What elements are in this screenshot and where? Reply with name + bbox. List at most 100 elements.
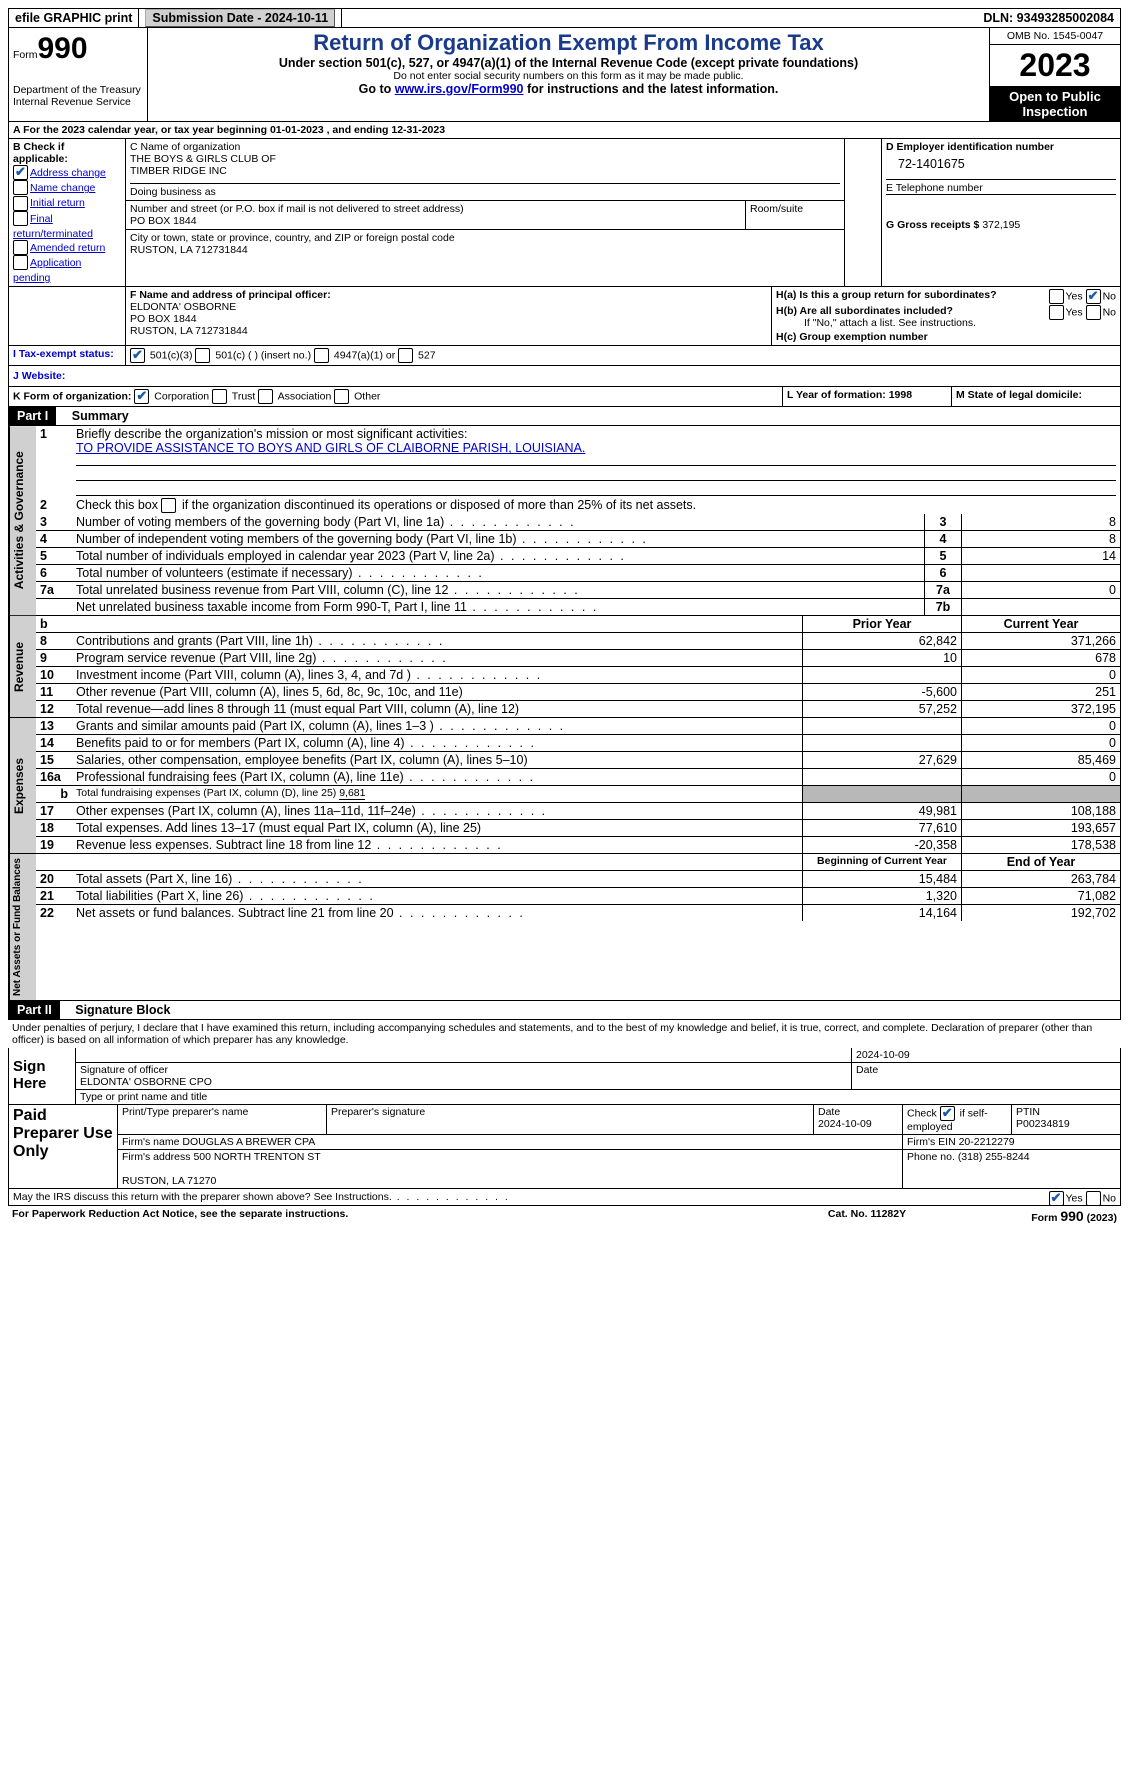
ha-label: H(a) Is this a group return for subordin…: [776, 289, 997, 301]
l-year: L Year of formation: 1998: [787, 389, 912, 401]
name-change[interactable]: Name change: [30, 182, 95, 194]
org-city: RUSTON, LA 712731844: [130, 244, 248, 256]
ha-yes-checkbox[interactable]: [1049, 289, 1064, 304]
501c3-checkbox[interactable]: [130, 348, 145, 363]
row3-box: 3: [925, 514, 962, 531]
e19-p: -20,358: [803, 837, 962, 854]
501c-checkbox[interactable]: [195, 348, 210, 363]
e16b-gray2: [962, 786, 1121, 803]
r9-c: 678: [962, 650, 1121, 667]
may-irs-yes-checkbox[interactable]: [1049, 1191, 1064, 1206]
other-checkbox[interactable]: [334, 389, 349, 404]
n21-c: 71,082: [962, 888, 1121, 905]
phone-no: (318) 255-8244: [958, 1151, 1030, 1163]
e17-c: 108,188: [962, 803, 1121, 820]
row4-text: Number of independent voting members of …: [72, 531, 925, 548]
row7a-box: 7a: [925, 582, 962, 599]
row5-box: 5: [925, 548, 962, 565]
exp-vlabel: Expenses: [9, 718, 36, 853]
e19-t: Revenue less expenses. Subtract line 18 …: [72, 837, 803, 854]
form-label: Form: [13, 49, 38, 61]
goto-post: for instructions and the latest informat…: [523, 82, 778, 96]
r9-n: 9: [36, 650, 72, 667]
opt-527: 527: [418, 350, 436, 362]
address-change-checkbox[interactable]: [13, 165, 28, 180]
i-label: I Tax-exempt status:: [9, 346, 126, 365]
dept-treasury: Department of the Treasury Internal Reve…: [13, 84, 143, 108]
e16b-gray1: [803, 786, 962, 803]
e19-n: 19: [36, 837, 72, 854]
q2-checkbox[interactable]: [161, 498, 176, 513]
e15-p: 27,629: [803, 752, 962, 769]
ha-no-checkbox[interactable]: [1086, 289, 1101, 304]
open-inspection: Open to Public Inspection: [990, 87, 1120, 121]
officer-label: F Name and address of principal officer:: [130, 289, 331, 301]
r8-p: 62,842: [803, 633, 962, 650]
prep-date: 2024-10-09: [818, 1118, 872, 1130]
opt-501c: 501(c) ( ) (insert no.): [215, 350, 311, 362]
e16a-c: 0: [962, 769, 1121, 786]
c-name-label: C Name of organization: [130, 141, 840, 153]
row6-text: Total number of volunteers (estimate if …: [72, 565, 925, 582]
e14-n: 14: [36, 735, 72, 752]
yes-label-2: Yes: [1066, 307, 1083, 319]
e16a-p: [803, 769, 962, 786]
self-employed-cell: Check if self-employed: [903, 1105, 1012, 1135]
corp-checkbox[interactable]: [134, 389, 149, 404]
date-label: Date: [852, 1063, 1121, 1090]
firm-ein: 20-2212279: [959, 1136, 1015, 1148]
amended-return-checkbox[interactable]: [13, 240, 28, 255]
part1-revenue: Revenue bPrior YearCurrent Year 8Contrib…: [8, 616, 1121, 718]
opt-501c3: 501(c)(3): [150, 350, 193, 362]
e15-n: 15: [36, 752, 72, 769]
m-state: M State of legal domicile:: [956, 389, 1082, 401]
org-address: PO BOX 1844: [130, 215, 197, 227]
efile-label: efile GRAPHIC print: [9, 9, 139, 27]
n20-n: 20: [36, 871, 72, 888]
may-irs-no-checkbox[interactable]: [1086, 1191, 1101, 1206]
r8-n: 8: [36, 633, 72, 650]
final-return-checkbox[interactable]: [13, 211, 28, 226]
sign-here-block: Sign Here 2024-10-09 Signature of office…: [8, 1048, 1121, 1105]
org-name: THE BOYS & GIRLS CLUB OF TIMBER RIDGE IN…: [130, 153, 840, 177]
self-employed-checkbox[interactable]: [940, 1106, 955, 1121]
firm-name-label: Firm's name: [122, 1136, 179, 1148]
ein-label: D Employer identification number: [886, 141, 1116, 153]
e14-t: Benefits paid to or for members (Part IX…: [72, 735, 803, 752]
row7a-val: 0: [962, 582, 1121, 599]
entity-block: B Check if applicable: Address change Na…: [8, 139, 1121, 287]
prep-name-label: Print/Type preparer's name: [118, 1105, 327, 1135]
yes-label: Yes: [1066, 291, 1083, 303]
may-irs-row: May the IRS discuss this return with the…: [8, 1189, 1121, 1206]
row6-val: [962, 565, 1121, 582]
4947-checkbox[interactable]: [314, 348, 329, 363]
e18-t: Total expenses. Add lines 13–17 (must eq…: [72, 820, 803, 837]
e13-n: 13: [36, 718, 72, 735]
hb-no-checkbox[interactable]: [1086, 305, 1101, 320]
name-change-checkbox[interactable]: [13, 180, 28, 195]
initial-return[interactable]: Initial return: [30, 197, 85, 209]
r12-p: 57,252: [803, 701, 962, 718]
n22-n: 22: [36, 905, 72, 922]
527-checkbox[interactable]: [398, 348, 413, 363]
submission-date-btn[interactable]: Submission Date - 2024-10-11: [145, 9, 335, 27]
application-pending-checkbox[interactable]: [13, 255, 28, 270]
opt-other: Other: [354, 391, 380, 403]
address-change[interactable]: Address change: [30, 167, 106, 179]
amended-return[interactable]: Amended return: [30, 242, 105, 254]
assoc-checkbox[interactable]: [258, 389, 273, 404]
type-name-label: Type or print name and title: [76, 1090, 1120, 1105]
row6-box: 6: [925, 565, 962, 582]
n22-t: Net assets or fund balances. Subtract li…: [72, 905, 803, 922]
e14-p: [803, 735, 962, 752]
trust-checkbox[interactable]: [212, 389, 227, 404]
irs-link[interactable]: www.irs.gov/Form990: [395, 82, 524, 96]
section-a: A For the 2023 calendar year, or tax yea…: [8, 122, 1121, 139]
part2-title: Part II: [9, 1001, 60, 1019]
hb-yes-checkbox[interactable]: [1049, 305, 1064, 320]
yes-label-3: Yes: [1066, 1193, 1083, 1205]
omb-number: OMB No. 1545-0047: [990, 28, 1120, 45]
gross-receipts: 372,195: [982, 219, 1020, 231]
initial-return-checkbox[interactable]: [13, 196, 28, 211]
mission-text[interactable]: TO PROVIDE ASSISTANCE TO BOYS AND GIRLS …: [76, 441, 585, 455]
